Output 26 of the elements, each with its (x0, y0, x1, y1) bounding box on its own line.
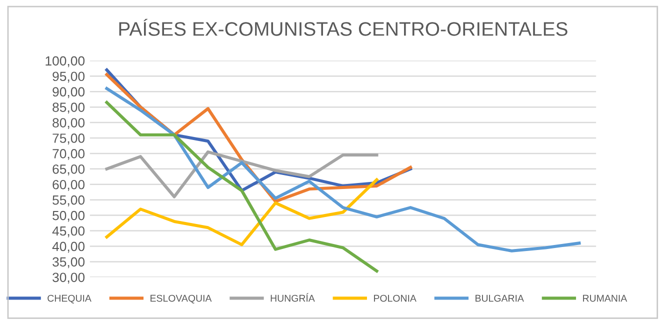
legend-label: RUMANIA (583, 294, 628, 302)
y-tick-label: 90,00 (52, 87, 85, 98)
legend-label: BULGARIA (476, 294, 524, 302)
y-tick-label: 50,00 (52, 210, 85, 222)
y-tick-label: 40,00 (52, 242, 85, 253)
chart-title: PAÍSES EX-COMUNISTAS CENTRO-ORIENTALES (119, 18, 568, 36)
legend-label: ESLOVAQUIA (150, 294, 212, 304)
y-tick-label: 60,00 (52, 180, 85, 191)
y-tick-label: 95,00 (52, 72, 85, 83)
line-series (105, 178, 378, 246)
y-tick-label: 70,00 (52, 149, 85, 160)
legend-label: POLONIA (374, 294, 416, 302)
legend-label: CHEQUIA (48, 294, 92, 304)
y-tick-label: 30,00 (52, 272, 85, 284)
legend-label: HUNGRÍA (270, 293, 315, 302)
y-tick-label: 100,00 (46, 56, 85, 68)
y-tick-label: 85,00 (52, 102, 85, 114)
y-tick-label: 55,00 (52, 195, 85, 206)
y-tick-label: 80,00 (52, 118, 85, 129)
line-series (105, 86, 581, 252)
y-tick-label: 45,00 (52, 226, 85, 238)
line-series (105, 100, 378, 273)
y-tick-label: 35,00 (52, 257, 85, 268)
line-series (105, 150, 378, 198)
y-tick-label: 65,00 (52, 164, 85, 176)
y-tick-label: 75,00 (52, 134, 85, 144)
